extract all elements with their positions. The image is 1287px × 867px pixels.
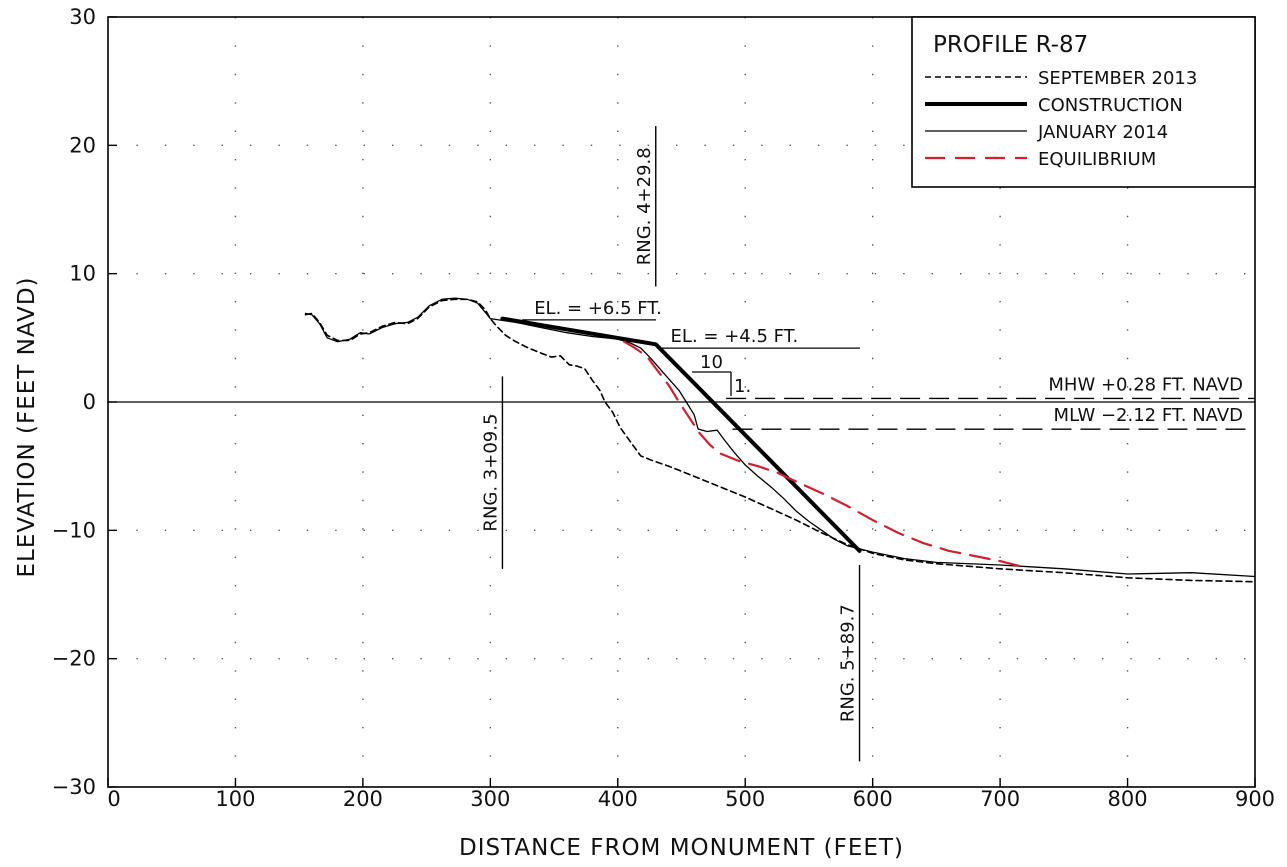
series-line-3 [623,340,1027,569]
mhw-label: MHW +0.28 FT. NAVD [1048,374,1243,395]
legend-label-2: JANUARY 2014 [1037,122,1168,143]
x-tick-label: 500 [725,787,765,811]
y-tick-label: −30 [52,775,96,799]
series-layer [304,297,1256,583]
y-tick-label: 0 [83,390,96,414]
range-marker-label: RNG. 4+29.8 [634,147,655,265]
tick-labels: 0 100 200 300 400 500 600 700 800 900 −30 −20 −10 0 10… [52,5,1275,811]
y-tick-label: −10 [52,518,96,542]
y-tick-label: 10 [69,262,96,286]
legend-label-3: EQUILIBRIUM [1038,149,1156,170]
series-line-1 [500,316,862,553]
x-tick-label: 400 [598,787,638,811]
x-tick-label: 100 [215,787,255,811]
legend: PROFILE R-87 SEPTEMBER 2013 CONSTRUCTION J… [911,16,1256,188]
series-line-2 [304,297,1256,578]
y-tick-label: 30 [69,5,96,29]
y-tick-label: 20 [69,133,96,157]
range-marker-label: RNG. 5+89.7 [838,604,859,722]
slope-run-label: 10 [700,352,723,373]
x-tick-label: 300 [470,787,510,811]
x-tick-label: 700 [980,787,1020,811]
range-marker-label: RNG. 3+09.5 [480,414,501,532]
reference-lines: MHW +0.28 FT. NAVD MLW −2.12 FT. NAVD [726,374,1255,430]
mlw-label: MLW −2.12 FT. NAVD [1054,405,1243,426]
x-tick-label: 200 [343,787,383,811]
legend-label-1: CONSTRUCTION [1038,95,1183,116]
elevation-label: EL. = +4.5 FT. [671,326,799,347]
x-axis-title: DISTANCE FROM MONUMENT (FEET) [459,835,904,861]
tick-marks [107,16,1256,788]
x-tick-label: 0 [107,787,120,811]
x-tick-label: 800 [1108,787,1148,811]
y-axis-title: ELEVATION (FEET NAVD) [14,276,40,577]
elevation-label: EL. = +6.5 FT. [534,298,662,319]
x-tick-label: 900 [1235,787,1275,811]
legend-title: PROFILE R-87 [933,32,1088,58]
y-tick-label: −20 [52,647,96,671]
annotations-layer: RNG. 3+09.5 RNG. 4+29.8 RNG. 5+89.7 EL. = +… [480,126,861,762]
slope-rise-label: 1. [734,376,751,397]
legend-label-0: SEPTEMBER 2013 [1038,68,1197,89]
legend-items: SEPTEMBER 2013 CONSTRUCTION JANUARY 2014 EQ… [925,68,1197,170]
x-tick-label: 600 [853,787,893,811]
